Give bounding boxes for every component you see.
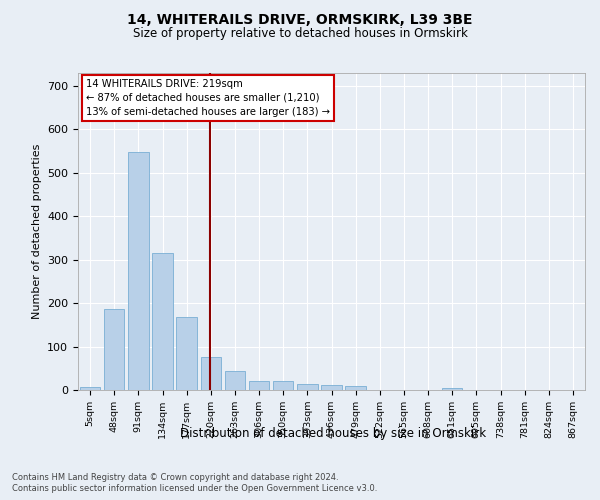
- Bar: [224, 372, 245, 390]
- Bar: [200, 358, 221, 390]
- Bar: [80, 387, 100, 390]
- Text: Distribution of detached houses by size in Ormskirk: Distribution of detached houses by size …: [180, 428, 486, 440]
- Bar: [273, 382, 293, 390]
- Text: 14, WHITERAILS DRIVE, ORMSKIRK, L39 3BE: 14, WHITERAILS DRIVE, ORMSKIRK, L39 3BE: [127, 12, 473, 26]
- Bar: [104, 308, 124, 390]
- Bar: [128, 152, 149, 390]
- Text: Size of property relative to detached houses in Ormskirk: Size of property relative to detached ho…: [133, 28, 467, 40]
- Text: 14 WHITERAILS DRIVE: 219sqm
← 87% of detached houses are smaller (1,210)
13% of : 14 WHITERAILS DRIVE: 219sqm ← 87% of det…: [86, 79, 329, 117]
- Bar: [152, 253, 173, 390]
- Bar: [249, 382, 269, 390]
- Y-axis label: Number of detached properties: Number of detached properties: [32, 144, 41, 319]
- Bar: [297, 384, 317, 390]
- Bar: [321, 385, 342, 390]
- Text: Contains public sector information licensed under the Open Government Licence v3: Contains public sector information licen…: [12, 484, 377, 493]
- Bar: [176, 317, 197, 390]
- Bar: [442, 388, 463, 390]
- Text: Contains HM Land Registry data © Crown copyright and database right 2024.: Contains HM Land Registry data © Crown c…: [12, 472, 338, 482]
- Bar: [346, 386, 366, 390]
